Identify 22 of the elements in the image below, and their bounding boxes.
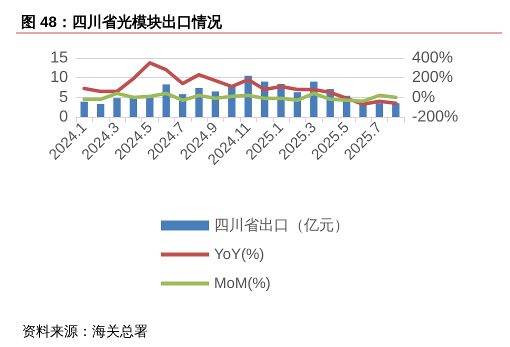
- bar: [80, 102, 88, 117]
- bar: [113, 98, 121, 117]
- y2-tick-label: 400%: [412, 50, 453, 66]
- y-tick-label: 10: [50, 69, 68, 86]
- legend-label: 四川省出口（亿元）: [214, 217, 349, 234]
- bar: [130, 98, 138, 117]
- chart-title: 图 48：四川省光模块出口情况: [21, 14, 223, 31]
- bar: [376, 103, 384, 117]
- y-tick-label: 5: [59, 88, 68, 106]
- y-tick-label: 0: [59, 108, 68, 126]
- y2-tick-label: 0%: [412, 88, 436, 106]
- y2-tick-label: 200%: [412, 69, 453, 86]
- bar: [392, 103, 400, 117]
- bar: [96, 104, 104, 117]
- legend-label: MoM(%): [214, 275, 271, 292]
- line-series: [82, 61, 398, 106]
- bar: [146, 97, 154, 117]
- legend-label: YoY(%): [214, 246, 264, 263]
- text: 资料来源：海关总署: [22, 323, 148, 339]
- y2-tick-label: -200%: [412, 108, 458, 126]
- line-series: [82, 92, 398, 104]
- y-tick-label: 15: [50, 50, 68, 66]
